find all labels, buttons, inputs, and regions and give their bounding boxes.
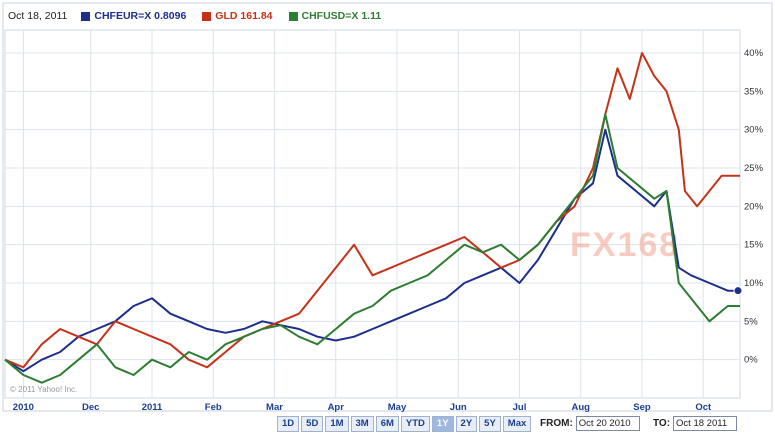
legend-swatch bbox=[81, 11, 91, 21]
x-tick-label: 2010 bbox=[13, 402, 34, 413]
y-tick-label: 0% bbox=[744, 355, 758, 366]
range-selector: 1D 5D 1M 3M 6M YTD 1Y 2Y 5Y Max bbox=[277, 416, 533, 432]
watermark: FX168 © 2011 Yahoo! Inc. bbox=[10, 226, 680, 394]
x-tick-label: Aug bbox=[572, 402, 591, 413]
from-field-group: FROM: bbox=[540, 416, 640, 431]
range-ytd-button[interactable]: YTD bbox=[400, 416, 430, 432]
grid bbox=[4, 29, 741, 399]
legend-value: 0.8096 bbox=[154, 10, 187, 22]
legend-label: CHFUSD=X bbox=[301, 10, 359, 22]
x-tick-label: Jun bbox=[450, 402, 467, 413]
series-line-chfusd-x bbox=[4, 113, 740, 384]
y-tick-label: 30% bbox=[744, 125, 764, 136]
y-tick-label: 20% bbox=[744, 201, 764, 212]
x-tick-label: Apr bbox=[328, 402, 345, 413]
range-1y-button[interactable]: 1Y bbox=[431, 416, 454, 432]
range-1d-button[interactable]: 1D bbox=[277, 416, 300, 432]
x-tick-label: Sep bbox=[633, 402, 651, 413]
y-tick-label: 10% bbox=[744, 278, 764, 289]
to-label: TO: bbox=[653, 418, 671, 429]
legend-swatch bbox=[288, 11, 298, 21]
x-tick-label: Mar bbox=[266, 402, 283, 413]
range-5y-button[interactable]: 5Y bbox=[479, 416, 501, 432]
legend-label: CHFEUR=X bbox=[94, 10, 152, 22]
x-tick-label: Oct bbox=[695, 402, 712, 413]
series-layer bbox=[4, 52, 740, 384]
legend-value: 1.11 bbox=[361, 10, 382, 22]
copyright-text: © 2011 Yahoo! Inc. bbox=[10, 385, 77, 394]
plot-area bbox=[4, 29, 741, 399]
y-tick-label: 25% bbox=[744, 163, 764, 174]
y-tick-label: 35% bbox=[744, 86, 764, 97]
range-6m-button[interactable]: 6M bbox=[375, 416, 399, 432]
range-3m-button[interactable]: 3M bbox=[350, 416, 374, 432]
range-5d-button[interactable]: 5D bbox=[301, 416, 324, 432]
range-2y-button[interactable]: 2Y bbox=[455, 416, 478, 432]
legend-item-chfeur: CHFEUR=X 0.8096 bbox=[81, 10, 186, 22]
to-date-input[interactable] bbox=[673, 416, 738, 431]
legend-swatch bbox=[202, 11, 212, 21]
series-line-chfeur-x bbox=[4, 128, 740, 373]
legend-item-chfusd: CHFUSD=X 1.11 bbox=[288, 10, 382, 22]
legend-item-gld: GLD 161.84 bbox=[202, 10, 273, 22]
y-tick-label: 5% bbox=[744, 316, 758, 327]
x-tick-label: 2011 bbox=[142, 402, 163, 413]
y-tick-label: 15% bbox=[744, 240, 764, 251]
legend-value: 161.84 bbox=[240, 10, 273, 22]
from-date-input[interactable] bbox=[575, 416, 640, 431]
series-line-gld bbox=[4, 52, 740, 369]
legend: Oct 18, 2011 CHFEUR=X 0.8096 GLD 161.84 … bbox=[8, 6, 397, 26]
x-tick-label: Feb bbox=[205, 402, 222, 413]
to-field-group: TO: bbox=[653, 416, 738, 431]
current-value-marker bbox=[733, 286, 743, 296]
legend-label: GLD bbox=[215, 10, 238, 22]
y-tick-label: 40% bbox=[744, 48, 764, 59]
from-label: FROM: bbox=[540, 418, 573, 429]
x-tick-label: May bbox=[388, 402, 407, 413]
range-1m-button[interactable]: 1M bbox=[325, 416, 349, 432]
legend-date: Oct 18, 2011 bbox=[8, 10, 68, 22]
axis-labels: 0% 5% 10% 15% 20% 25% 30% 35% 40% 2010 Dec 2011 Feb M… bbox=[13, 48, 764, 413]
x-tick-label: Jul bbox=[513, 402, 527, 413]
x-tick-label: Dec bbox=[82, 402, 99, 413]
watermark-logo: FX168 bbox=[570, 226, 680, 264]
range-max-button[interactable]: Max bbox=[502, 416, 532, 432]
